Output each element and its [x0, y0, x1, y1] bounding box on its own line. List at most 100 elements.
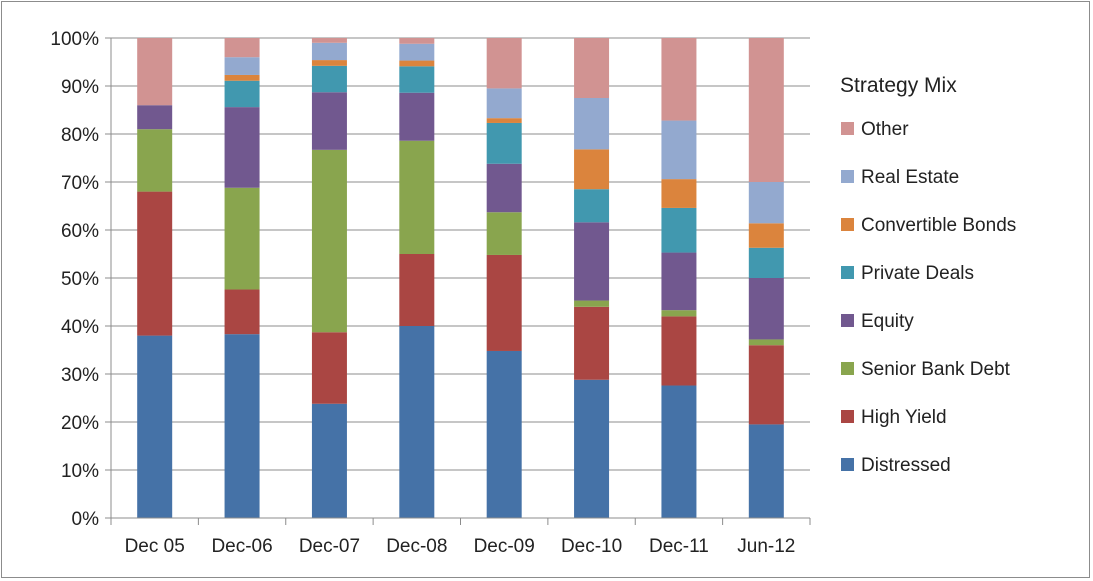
bar-segment: [661, 252, 697, 311]
bar-segment: [486, 38, 522, 89]
legend-swatch: [841, 362, 854, 375]
y-tick-label: 70%: [61, 173, 99, 194]
y-tick-label: 50%: [61, 269, 99, 290]
bar-segment: [311, 42, 347, 61]
bar-segment: [311, 332, 347, 404]
legend-entry: Other: [861, 119, 909, 140]
legend-entry: Equity: [861, 311, 914, 332]
y-tick-label: 100%: [50, 29, 99, 50]
bar-segment: [574, 306, 610, 380]
bar-segment: [661, 120, 697, 180]
bar-segment: [486, 122, 522, 164]
gridlines: [111, 37, 810, 471]
legend-swatch: [841, 266, 854, 279]
bar-segment: [574, 379, 610, 518]
bar-segment: [574, 300, 610, 307]
legend-swatch: [841, 314, 854, 327]
bar-segment: [486, 118, 522, 123]
axes: [105, 37, 811, 525]
x-tick-label: Dec-07: [299, 536, 360, 557]
bar-segment: [399, 92, 435, 141]
legend-entry: High Yield: [861, 407, 947, 428]
y-tick-label: 0%: [72, 509, 100, 530]
bar-segment: [311, 149, 347, 333]
bar-segment: [748, 424, 784, 518]
x-tick-label: Dec-06: [211, 536, 272, 557]
y-tick-label: 10%: [61, 461, 99, 482]
y-tick-label: 40%: [61, 317, 99, 338]
bar-segment: [486, 212, 522, 255]
legend: Strategy Mix Other Real Estate Convertible…: [840, 74, 1016, 476]
legend-entry: Distressed: [861, 455, 951, 476]
bar-segment: [574, 189, 610, 223]
bar-segment: [399, 140, 435, 254]
bar-segment: [311, 92, 347, 150]
legend-entry: Real Estate: [861, 167, 959, 188]
bar-segment: [224, 107, 260, 188]
legend-swatch: [841, 458, 854, 471]
bar-segment: [748, 247, 784, 278]
bar-segment: [224, 187, 260, 290]
bar-segment: [224, 38, 260, 58]
bar-segment: [486, 254, 522, 351]
bar-segment: [137, 335, 173, 518]
bar-segment: [574, 98, 610, 150]
bar-segment: [399, 66, 435, 93]
bar-segment: [311, 60, 347, 66]
bar-segment: [486, 163, 522, 213]
x-axis-tick-labels: Dec 05 Dec-06 Dec-07 Dec-08 Dec-09 Dec-10 Dec-…: [125, 536, 796, 557]
bar-segment: [661, 385, 697, 518]
bar-segment: [748, 339, 784, 346]
y-tick-label: 20%: [61, 413, 99, 434]
bar-segment: [224, 289, 260, 335]
bar-segment: [661, 38, 697, 121]
y-tick-label: 90%: [61, 77, 99, 98]
legend-entry: Private Deals: [861, 263, 974, 284]
bar-segment: [137, 191, 173, 336]
legend-swatch: [841, 122, 854, 135]
bar-segment: [661, 207, 697, 253]
y-axis-tick-labels: 0% 10% 20% 30% 40% 50% 60% 70% 80% 90% 100%: [50, 29, 99, 530]
bar-segment: [748, 182, 784, 224]
x-tick-label: Dec 05: [125, 536, 185, 557]
bar-segment: [399, 254, 435, 326]
x-tick-label: Dec-10: [561, 536, 622, 557]
bar-segment: [399, 43, 435, 61]
bar-segment: [574, 222, 610, 301]
bar-segment: [574, 38, 610, 98]
bar-segment: [224, 57, 260, 75]
legend-title: Strategy Mix: [840, 74, 957, 97]
bar-segment: [399, 60, 435, 67]
x-tick-label: Dec-11: [649, 536, 709, 557]
bar-segment: [224, 74, 260, 81]
y-tick-label: 30%: [61, 365, 99, 386]
bar-segment: [661, 179, 697, 208]
bar-segment: [486, 350, 522, 518]
legend-entry: Senior Bank Debt: [861, 359, 1011, 380]
legend-swatch: [841, 410, 854, 423]
bar-segment: [224, 334, 260, 518]
bar-segment: [748, 345, 784, 425]
bar-segment: [661, 310, 697, 317]
bar-segment: [748, 278, 784, 340]
bar-segment: [137, 129, 173, 192]
bar-segment: [748, 223, 784, 248]
bar-segment: [311, 65, 347, 93]
bar-segment: [574, 149, 610, 190]
legend-entry: Convertible Bonds: [861, 215, 1016, 236]
bar-segment: [137, 38, 173, 106]
x-tick-label: Jun-12: [737, 536, 795, 557]
bar-segment: [486, 88, 522, 119]
y-tick-label: 60%: [61, 221, 99, 242]
bar-segment: [311, 403, 347, 518]
bar-segment: [311, 38, 347, 43]
y-tick-label: 80%: [61, 125, 99, 146]
x-tick-label: Dec-08: [386, 536, 447, 557]
legend-swatch: [841, 170, 854, 183]
bar-segment: [224, 80, 260, 108]
bar-segment: [399, 38, 435, 44]
bar-segment: [661, 316, 697, 386]
bar-segment: [399, 326, 435, 518]
